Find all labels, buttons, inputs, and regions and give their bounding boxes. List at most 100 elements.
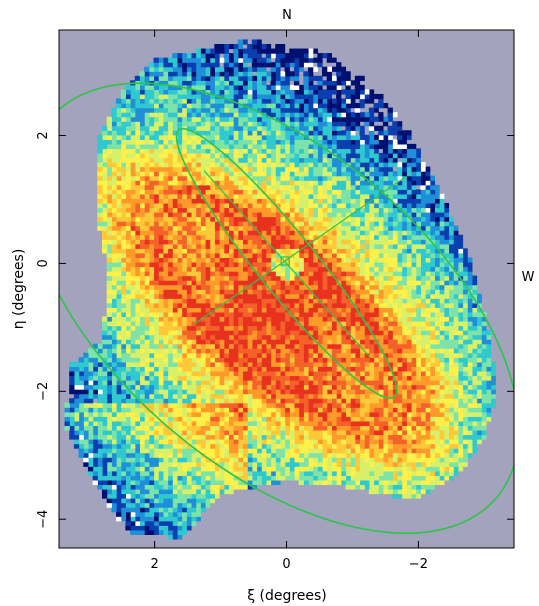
density-pixel [340,275,347,281]
density-pixel [303,271,309,277]
density-pixel [73,380,80,386]
density-pixel [181,389,187,395]
density-pixel [303,434,309,440]
density-pixel [396,289,403,295]
density-pixel [139,375,145,381]
density-pixel [429,452,436,458]
density-pixel [462,389,468,395]
density-pixel [270,316,276,322]
density-pixel [181,230,187,236]
density-pixel [153,448,159,454]
density-pixel [261,429,267,436]
density-pixel [406,275,412,281]
density-pixel [167,320,173,327]
density-pixel [148,284,155,290]
density-pixel [83,425,89,431]
density-pixel [359,261,365,268]
density-pixel [69,411,75,417]
density-pixel [293,475,300,481]
density-pixel [200,289,206,295]
density-pixel [181,271,187,277]
density-pixel [233,316,239,322]
density-pixel [448,439,454,445]
density-pixel [134,525,141,531]
density-pixel [331,239,337,245]
density-pixel [92,343,98,349]
density-pixel [359,470,365,476]
density-pixel [359,234,365,240]
density-pixel [195,498,201,504]
density-pixel [190,284,197,290]
density-pixel [125,293,131,299]
density-pixel [69,416,75,422]
density-pixel [387,361,393,367]
density-pixel [279,366,286,372]
density-pixel [439,434,445,440]
density-pixel [186,466,192,472]
density-pixel [471,389,478,395]
density-pixel [434,461,440,467]
density-pixel [256,398,262,404]
density-pixel [106,289,112,295]
density-pixel [340,384,347,390]
density-pixel [401,380,407,386]
density-pixel [181,243,187,249]
density-pixel [336,348,342,354]
density-pixel [209,298,215,304]
density-pixel [429,425,436,431]
density-pixel [214,266,220,272]
density-pixel [453,411,459,417]
density-pixel [228,407,234,413]
density-pixel [326,425,332,431]
density-pixel [228,448,234,454]
density-pixel [368,352,375,358]
density-pixel [275,443,281,449]
density-pixel [303,311,309,318]
density-pixel [228,357,234,363]
density-pixel [148,307,155,313]
density-pixel [176,230,183,236]
density-pixel [181,298,187,304]
density-pixel [134,348,141,354]
density-pixel [162,370,169,377]
density-pixel [490,402,496,408]
density-pixel [261,361,267,367]
density-pixel [144,325,150,331]
density-pixel [270,439,276,445]
density-pixel [308,466,314,472]
density-pixel [453,466,459,472]
density-pixel [481,398,487,404]
density-pixel [228,439,234,445]
density-pixel [190,298,197,304]
density-pixel [242,302,248,308]
density-pixel [233,470,239,476]
density-pixel [415,484,421,490]
density-pixel [387,348,393,354]
density-pixel [298,357,304,363]
density-pixel [120,384,126,390]
density-pixel [190,357,197,363]
density-pixel [195,271,201,277]
density-pixel [425,411,431,417]
density-pixel [162,457,169,463]
density-pixel [139,230,145,236]
density-pixel [111,484,117,490]
density-pixel [195,416,201,422]
density-pixel [298,284,304,290]
density-pixel [401,289,407,295]
density-pixel [237,330,244,336]
density-pixel [308,366,314,372]
density-pixel [411,439,417,445]
density-pixel [411,289,417,295]
density-pixel [401,261,407,268]
density-pixel [322,448,328,454]
density-pixel [134,389,141,395]
density-pixel [448,239,454,245]
density-pixel [340,416,347,422]
density-pixel [354,275,361,281]
density-pixel [101,479,108,486]
density-pixel [471,407,478,413]
density-pixel [368,475,375,481]
density-pixel [364,393,370,399]
density-pixel [176,302,183,308]
